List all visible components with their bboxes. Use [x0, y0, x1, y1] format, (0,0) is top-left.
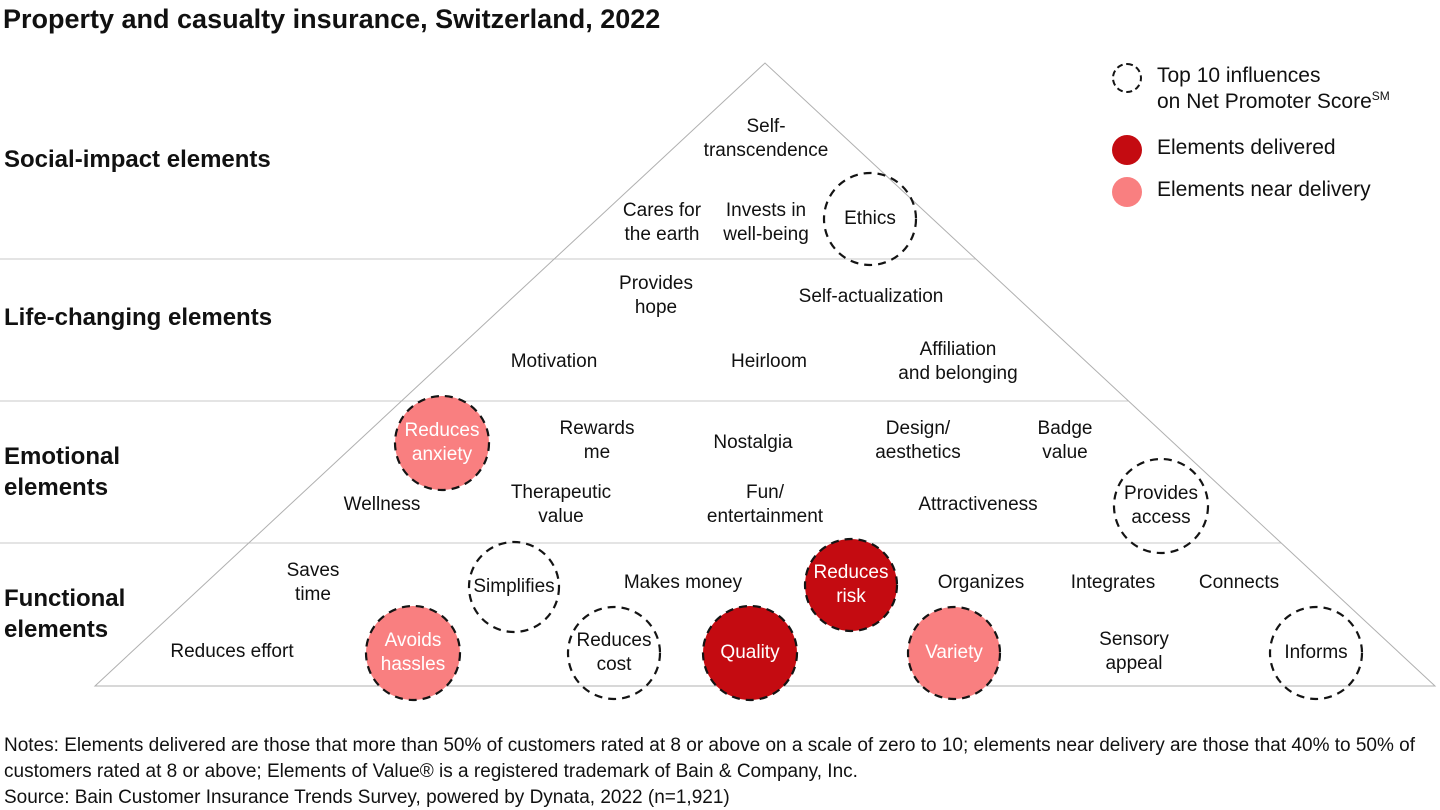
provides-access-circle [1112, 457, 1210, 555]
reduces-risk-circle [803, 537, 899, 633]
legend-top10-label: Top 10 influences on Net Promoter ScoreS… [1157, 63, 1390, 115]
legend-delivered-label: Elements delivered [1157, 136, 1336, 159]
footnotes: Notes: Elements delivered are those that… [4, 733, 1438, 810]
legend-row-delivered: Elements delivered [1112, 135, 1440, 165]
quality-circle [701, 604, 799, 702]
chart-title: Property and casualty insurance, Switzer… [3, 4, 661, 34]
near-delivery-circle-icon [1112, 177, 1142, 207]
variety-circle [906, 605, 1002, 701]
legend-row-near-delivery: Elements near delivery [1112, 177, 1440, 207]
notes-text: Notes: Elements delivered are those that… [4, 735, 1416, 782]
legend-row-top10: Top 10 influences on Net Promoter ScoreS… [1112, 63, 1440, 115]
delivered-circle-icon [1112, 135, 1142, 165]
legend: Top 10 influences on Net Promoter ScoreS… [1112, 63, 1440, 207]
informs-circle [1268, 605, 1364, 701]
legend-near-delivery-label: Elements near delivery [1157, 178, 1371, 201]
band-label-functional: Functional elements [4, 585, 126, 643]
band-label-social-impact: Social-impact elements [4, 146, 271, 173]
band-label-life-changing: Life-changing elements [4, 304, 273, 331]
source-text: Source: Bain Customer Insurance Trends S… [4, 787, 730, 808]
ethics-circle [822, 171, 918, 267]
top10-dashed-circle-icon [1112, 63, 1142, 93]
legend-top10-superscript: SM [1371, 89, 1390, 103]
reduces-anxiety-circle [393, 394, 491, 492]
avoids-hassles-circle [364, 604, 462, 702]
element-circles [364, 171, 1364, 702]
simplifies-circle [467, 540, 561, 634]
legend-top10-text: Top 10 influences on Net Promoter Score [1157, 64, 1372, 113]
reduces-cost-circle [566, 605, 662, 701]
band-label-emotional: Emotional elements [4, 443, 121, 501]
